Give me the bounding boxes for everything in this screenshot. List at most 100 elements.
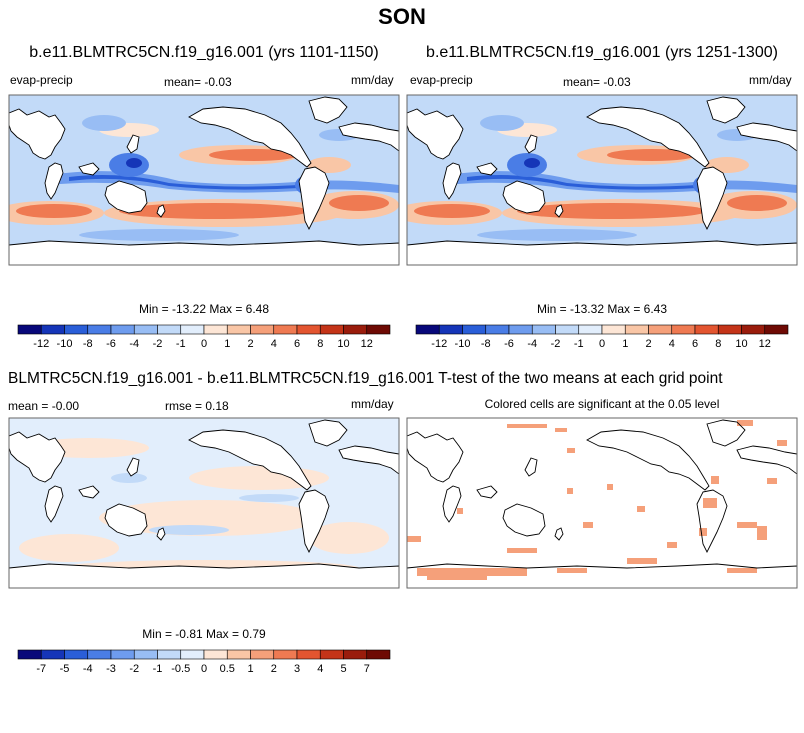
colorbar1-swatch — [157, 324, 182, 335]
panel2-minmax: Min = -13.32 Max = 6.43 — [536, 302, 668, 316]
panel3-map — [9, 418, 399, 588]
colorbar3-swatch — [343, 649, 368, 660]
panel3-rmse-label: rmse = 0.18 — [165, 399, 229, 413]
colorbar3-tick-label: -4 — [83, 663, 93, 675]
colorbar3-swatch — [180, 649, 205, 660]
colorbar1-swatch — [133, 324, 158, 335]
colorbar2-swatch — [601, 324, 626, 335]
colorbar1-tick-label: 2 — [247, 338, 253, 350]
colorbar1-tick-label: 12 — [361, 338, 373, 350]
colorbar3-swatch — [64, 649, 89, 660]
colorbar1-tick-label: 8 — [317, 338, 323, 350]
colorbar2-swatch — [555, 324, 580, 335]
panel2-map — [407, 95, 797, 265]
colorbar2-tick-label: 1 — [622, 338, 628, 350]
colorbar2-tick-label: -6 — [504, 338, 514, 350]
colorbar2-swatch — [531, 324, 556, 335]
colorbar2-tick-label: -1 — [574, 338, 584, 350]
colorbar2-tick-label: 10 — [735, 338, 747, 350]
colorbar2-swatch — [648, 324, 673, 335]
colorbar1-tick-label: -6 — [106, 338, 116, 350]
colorbar3-swatch — [226, 649, 251, 660]
panel1-frame — [8, 94, 400, 266]
panel3-frame — [8, 417, 400, 589]
colorbar1-swatch — [366, 324, 391, 335]
panel4-subtitle: Colored cells are significant at the 0.0… — [484, 397, 720, 411]
colorbar3-swatch — [157, 649, 182, 660]
colorbar2-tick-label: 2 — [645, 338, 651, 350]
colorbar3-tick-label: 3 — [294, 663, 300, 675]
panel1-units-label: mm/day — [351, 73, 394, 87]
colorbar3-tick-label: -5 — [60, 663, 70, 675]
colorbar2-tick-label: 4 — [669, 338, 675, 350]
colorbar2-tick-label: 8 — [715, 338, 721, 350]
colorbar1-swatch — [110, 324, 135, 335]
colorbar3-swatch — [87, 649, 112, 660]
panel4-map — [407, 418, 797, 588]
colorbar3-swatch — [296, 649, 321, 660]
colorbar1-tick-label: -8 — [83, 338, 93, 350]
colorbar3-swatch — [133, 649, 158, 660]
colorbar1-tick-label: -10 — [57, 338, 73, 350]
colorbar1-swatch — [319, 324, 344, 335]
colorbar-panel3: -7 -5 -4 -3 -2 -1 -0.5 0 0.5 1 2 3 4 5 7 — [17, 649, 391, 675]
colorbar1-swatch — [250, 324, 275, 335]
panel2-variable-label: evap-precip — [410, 73, 473, 87]
panel1-title: b.e11.BLMTRC5CN.f19_g16.001 (yrs 1101-11… — [29, 44, 379, 61]
colorbar2-tick-label: 0 — [599, 338, 605, 350]
colorbar-panel2: -12 -10 -8 -6 -4 -2 -1 0 1 2 4 6 8 10 12 — [415, 324, 789, 350]
panel1-mean-label: mean= -0.03 — [164, 75, 232, 89]
colorbar1-swatch — [64, 324, 89, 335]
panel3-units-label: mm/day — [351, 397, 394, 411]
colorbar2-swatch — [671, 324, 696, 335]
colorbar2-swatch — [438, 324, 463, 335]
colorbar1-swatch — [273, 324, 298, 335]
colorbar1-tick-label: 1 — [224, 338, 230, 350]
colorbar3-swatch — [250, 649, 275, 660]
colorbar2-tick-label: -8 — [481, 338, 491, 350]
colorbar1-swatch — [203, 324, 228, 335]
colorbar3-tick-label: 0.5 — [220, 663, 235, 675]
panel2-title: b.e11.BLMTRC5CN.f19_g16.001 (yrs 1251-13… — [426, 44, 778, 61]
colorbar1-tick-label: -12 — [33, 338, 49, 350]
colorbar2-swatch — [741, 324, 766, 335]
colorbar2-swatch — [415, 324, 440, 335]
colorbar3-swatch — [273, 649, 298, 660]
panel3-minmax: Min = -0.81 Max = 0.79 — [142, 627, 266, 641]
colorbar2-tick-label: -2 — [551, 338, 561, 350]
colorbar3-tick-label: 2 — [271, 663, 277, 675]
colorbar3-swatch — [17, 649, 42, 660]
colorbar1-tick-label: 6 — [294, 338, 300, 350]
colorbar1-swatch — [17, 324, 42, 335]
colorbar1-swatch — [343, 324, 368, 335]
colorbar2-swatch — [764, 324, 789, 335]
colorbar1-tick-label: -2 — [153, 338, 163, 350]
panel1-variable-label: evap-precip — [10, 73, 73, 87]
figure-title: SON — [378, 4, 426, 29]
colorbar3-swatch — [366, 649, 391, 660]
panel2-frame — [406, 94, 798, 266]
colorbar1-swatch — [226, 324, 251, 335]
panel1-minmax: Min = -13.22 Max = 6.48 — [138, 302, 270, 316]
colorbar1-swatch — [87, 324, 112, 335]
colorbar1-tick-label: 4 — [271, 338, 277, 350]
colorbar3-swatch — [40, 649, 65, 660]
colorbar3-tick-label: 1 — [247, 663, 253, 675]
colorbar3-swatch — [319, 649, 344, 660]
colorbar2-swatch — [485, 324, 510, 335]
colorbar3-tick-label: -2 — [129, 663, 139, 675]
colorbar1-swatch — [180, 324, 205, 335]
colorbar3-tick-label: -0.5 — [171, 663, 190, 675]
panel1-map — [9, 95, 399, 265]
colorbar3-tick-label: 7 — [364, 663, 370, 675]
colorbar2-tick-label: -10 — [455, 338, 471, 350]
colorbar3-swatch — [110, 649, 135, 660]
panel4-frame — [406, 417, 798, 589]
significant-cells — [407, 420, 787, 580]
panel3-mean-label: mean = -0.00 — [8, 399, 80, 413]
colorbar2-swatch — [717, 324, 742, 335]
colorbar2-tick-label: 12 — [759, 338, 771, 350]
colorbar2-swatch — [694, 324, 719, 335]
colorbar-panel1: -12 -10 -8 -6 -4 -2 -1 0 1 2 4 6 8 10 12 — [17, 324, 391, 350]
